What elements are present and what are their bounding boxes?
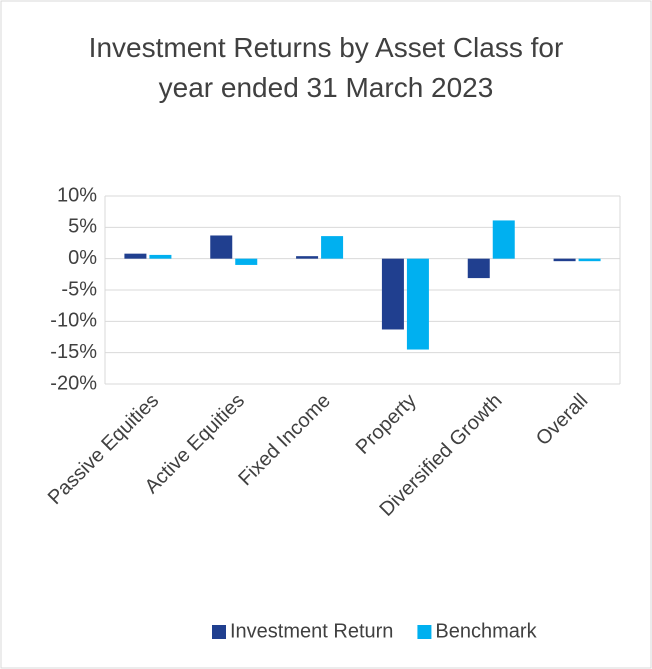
bar xyxy=(149,254,172,259)
chart-title: Investment Returns by Asset Class for ye… xyxy=(88,32,564,103)
legend-label: Benchmark xyxy=(435,620,537,642)
legend-swatch xyxy=(417,625,432,639)
bar xyxy=(235,258,258,265)
legend-label: Investment Return xyxy=(230,620,393,642)
bar xyxy=(381,258,404,330)
bar xyxy=(124,253,147,259)
bar xyxy=(210,235,233,259)
y-tick-label: 0% xyxy=(68,247,97,269)
y-tick-label: 5% xyxy=(68,216,97,238)
bar xyxy=(467,258,490,279)
bar xyxy=(578,258,601,262)
y-tick-label: -15% xyxy=(50,341,97,363)
y-tick-label: 10% xyxy=(57,184,97,206)
y-tick-label: -20% xyxy=(50,372,97,394)
bar xyxy=(406,258,429,350)
bar xyxy=(321,236,344,259)
bar xyxy=(296,256,319,259)
y-tick-label: -10% xyxy=(50,310,97,332)
y-tick-label: -5% xyxy=(61,278,97,300)
legend-swatch xyxy=(212,625,226,639)
bar xyxy=(553,258,576,262)
bar xyxy=(492,220,515,259)
